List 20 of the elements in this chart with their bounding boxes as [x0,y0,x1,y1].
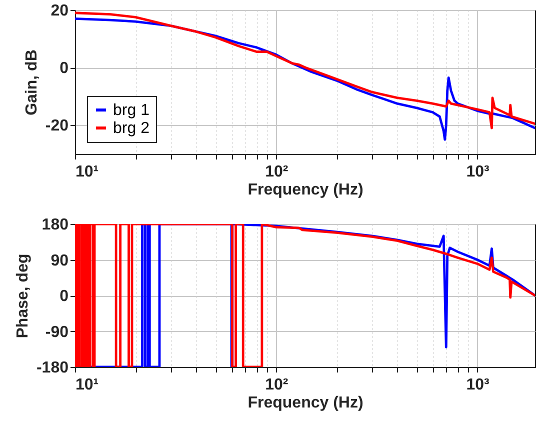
y-tick-label: 90 [50,252,69,270]
y-tick-label: -90 [45,324,69,341]
x-tick-label: 10³ [466,376,490,394]
y-tick-label: 180 [42,216,69,234]
legend-label: brg 2 [113,120,150,137]
y-tick-label: -20 [45,118,69,135]
x-tick-label: 10¹ [76,376,99,394]
y-tick-label: 0 [60,288,69,305]
y-tick-label: 0 [60,60,69,78]
x-axis-title: Frequency (Hz) [248,394,364,412]
y-tick-label: -180 [36,360,69,376]
y-axis-title: Phase, deg [14,254,32,338]
x-tick-label: 10² [265,376,288,394]
x-tick-label: 10³ [466,164,490,180]
x-tick-label: 10¹ [76,164,99,180]
y-axis-title: Gain, dB [23,50,40,116]
x-axis-title: Frequency (Hz) [248,182,364,198]
legend-label: brg 1 [113,102,150,119]
x-tick-label: 10² [265,164,288,180]
y-tick-label: 20 [50,2,69,20]
